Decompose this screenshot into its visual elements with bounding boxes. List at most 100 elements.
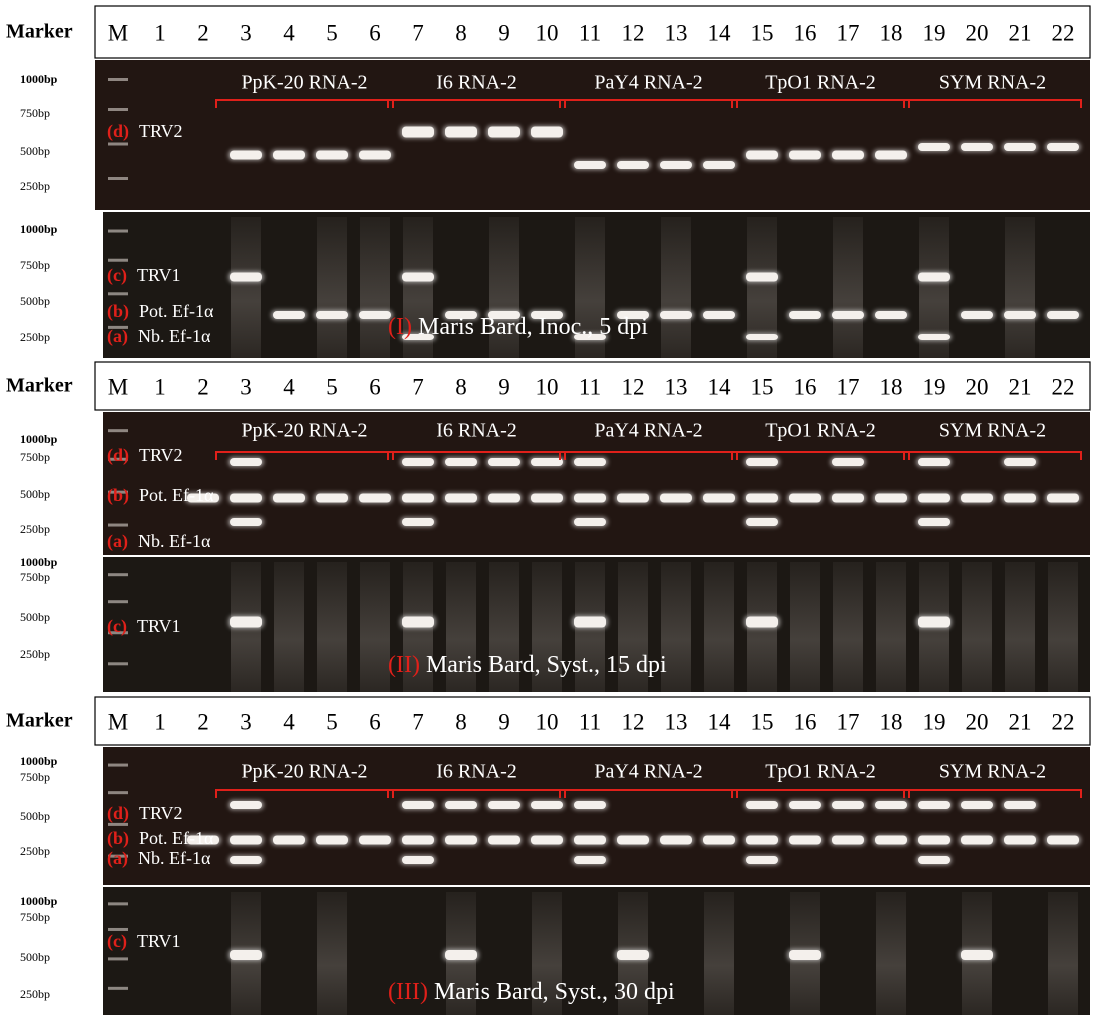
- size-label: 1000bp: [20, 555, 58, 569]
- band: [574, 458, 606, 466]
- group-label: I6 RNA-2: [436, 72, 517, 94]
- size-label: 750bp: [20, 106, 50, 120]
- lane-number: M: [108, 709, 128, 734]
- lane-number: 6: [369, 709, 381, 734]
- lane-number: 20: [966, 709, 989, 734]
- band: [746, 856, 778, 864]
- group-label: TpO1 RNA-2: [765, 72, 876, 94]
- band-label: (b)Pot. Ef-1α: [107, 485, 214, 506]
- size-label: 250bp: [20, 179, 50, 193]
- size-label: 1000bp: [20, 754, 58, 768]
- band: [660, 494, 692, 503]
- band: [359, 311, 391, 319]
- figure: MarkerM123456789101112131415161718192021…: [0, 0, 1097, 1018]
- lane-smear: [231, 217, 261, 358]
- band: [832, 458, 864, 466]
- band: [1004, 458, 1036, 466]
- group-label: SYM RNA-2: [939, 761, 1046, 783]
- band: [359, 836, 391, 845]
- group-label: SYM RNA-2: [939, 72, 1046, 94]
- band: [918, 273, 950, 282]
- band: [1004, 494, 1036, 503]
- group-label: I6 RNA-2: [436, 420, 517, 442]
- band: [961, 950, 993, 960]
- band-label-text: Nb. Ef-1α: [138, 531, 211, 551]
- lane-smear: [704, 562, 734, 692]
- group-label: PaY4 RNA-2: [594, 761, 702, 783]
- lane-number: 16: [794, 374, 817, 399]
- band: [1004, 143, 1036, 151]
- band-label-text: TRV2: [139, 121, 183, 141]
- band-label-letter: (c): [107, 616, 127, 637]
- lane-number: 12: [622, 20, 645, 45]
- lane-number: 13: [665, 374, 688, 399]
- band: [402, 856, 434, 864]
- band-label-letter: (a): [107, 531, 128, 552]
- lane-number: 15: [751, 709, 774, 734]
- band: [488, 127, 520, 138]
- panel-caption: (II)Maris Bard, Syst., 15 dpi: [388, 652, 667, 678]
- lane-number: 20: [966, 20, 989, 45]
- lane-number: 14: [708, 374, 732, 399]
- band: [230, 494, 262, 503]
- lane-number: 7: [412, 709, 424, 734]
- group-label: PpK-20 RNA-2: [241, 761, 367, 783]
- band: [918, 836, 950, 845]
- band-label-letter: (c): [107, 931, 127, 952]
- band: [832, 311, 864, 319]
- caption-text: Maris Bard, Syst., 30 dpi: [434, 979, 675, 1005]
- group-label: I6 RNA-2: [436, 761, 517, 783]
- lane-number: 8: [455, 20, 467, 45]
- lane-smear: [833, 562, 863, 692]
- lane-number: 21: [1009, 709, 1032, 734]
- band: [746, 334, 778, 340]
- ladder-band: [108, 823, 128, 826]
- band: [1004, 311, 1036, 319]
- band: [574, 856, 606, 864]
- lane-number: 10: [536, 20, 559, 45]
- lane-smear: [1048, 562, 1078, 692]
- band: [703, 836, 735, 845]
- band: [918, 334, 950, 340]
- band: [402, 458, 434, 466]
- lane-number: 5: [326, 20, 338, 45]
- ladder-band: [108, 292, 128, 295]
- lane-number: 2: [197, 709, 209, 734]
- band: [273, 836, 305, 845]
- lane-number: 7: [412, 20, 424, 45]
- lane-number: 3: [240, 20, 252, 45]
- size-label: 750bp: [20, 570, 50, 584]
- band-label-letter: (d): [107, 803, 129, 824]
- band: [445, 801, 477, 809]
- lane-number: 18: [880, 374, 903, 399]
- band: [746, 518, 778, 526]
- lane-number: 3: [240, 374, 252, 399]
- lane-number: 1: [154, 20, 166, 45]
- band: [273, 151, 305, 160]
- lane-number: 19: [923, 709, 946, 734]
- lane-number: 11: [579, 374, 601, 399]
- lane-number: 9: [498, 374, 510, 399]
- band-label-text: TRV2: [139, 803, 183, 823]
- marker-label: Marker: [6, 21, 73, 43]
- band: [789, 836, 821, 845]
- size-label: 500bp: [20, 610, 50, 624]
- band-label-text: TRV1: [137, 616, 181, 636]
- band: [531, 458, 563, 466]
- band: [875, 311, 907, 319]
- band: [918, 518, 950, 526]
- band: [1047, 494, 1079, 503]
- caption-numeral: (I): [388, 314, 412, 340]
- band: [531, 494, 563, 503]
- lane-number: 21: [1009, 20, 1032, 45]
- ladder-band: [108, 662, 128, 665]
- band: [832, 801, 864, 809]
- band-label-letter: (b): [107, 485, 129, 506]
- lane-number: 19: [923, 374, 946, 399]
- band: [617, 161, 649, 169]
- band: [961, 801, 993, 809]
- caption-text: Maris Bard, Syst., 15 dpi: [426, 652, 667, 678]
- band: [617, 836, 649, 845]
- size-label: 250bp: [20, 647, 50, 661]
- lane-smear: [317, 217, 347, 358]
